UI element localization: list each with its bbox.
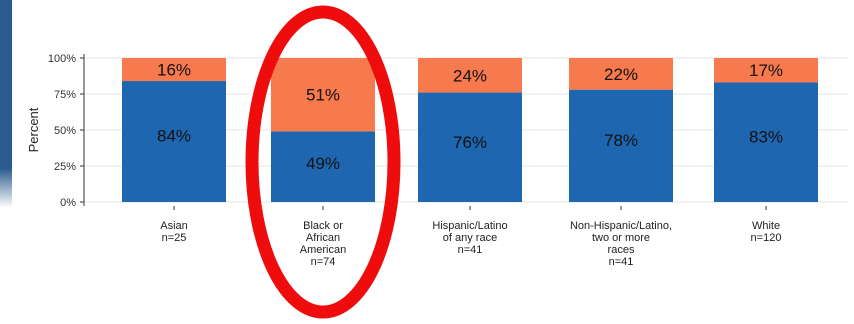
bar-data-label: 78%: [604, 131, 638, 150]
bar-data-label: 84%: [157, 126, 191, 145]
y-axis-title: Percent: [26, 107, 41, 152]
y-tick-label: 100%: [48, 53, 76, 65]
bar-data-label: 16%: [157, 61, 191, 80]
bar-segment-top: [122, 58, 226, 82]
bar-data-label: 17%: [749, 61, 783, 80]
y-tick-label: 75%: [54, 89, 76, 101]
bar-data-label: 83%: [749, 127, 783, 146]
x-category-label: n=120: [751, 232, 782, 244]
bar-segment-bottom: [122, 81, 226, 202]
x-category-label: n=41: [458, 244, 483, 256]
x-category-label: of any race: [443, 232, 497, 244]
x-category-label: races: [608, 244, 635, 256]
bar-segment-top: [569, 58, 673, 90]
x-category-label: Hispanic/Latino: [432, 220, 507, 232]
bar-data-label: 49%: [306, 154, 340, 173]
bar-data-label: 51%: [306, 86, 340, 105]
x-category-label: American: [300, 244, 346, 256]
bar-segment-bottom: [271, 131, 375, 202]
bar-segment-top: [271, 58, 375, 132]
slide-accent-fade: [0, 168, 12, 208]
bar-segment-bottom: [714, 82, 818, 202]
bar-data-label: 24%: [453, 66, 487, 85]
highlight-ring: [245, 5, 401, 319]
x-category-label: n=25: [162, 232, 187, 244]
y-tick-label: 50%: [54, 125, 76, 137]
bar-segment-bottom: [569, 89, 673, 202]
x-category-label: Asian: [160, 220, 188, 232]
slide-accent-bar: [0, 0, 12, 168]
bar-segment-top: [714, 58, 818, 83]
bar-segment-bottom: [418, 92, 522, 202]
y-tick-label: 25%: [54, 161, 76, 173]
x-category-label: two or more: [592, 232, 650, 244]
y-tick-label: 0%: [60, 197, 76, 209]
x-category-label: n=41: [609, 256, 634, 268]
x-category-label: n=74: [311, 256, 336, 268]
bar-data-label: 76%: [453, 133, 487, 152]
x-category-label: Non-Hispanic/Latino,: [570, 220, 672, 232]
x-category-label: White: [752, 220, 780, 232]
bar-segment-top: [418, 58, 522, 93]
bar-data-label: 22%: [604, 65, 638, 84]
x-category-label: Black or: [303, 220, 343, 232]
x-category-label: African: [306, 232, 340, 244]
